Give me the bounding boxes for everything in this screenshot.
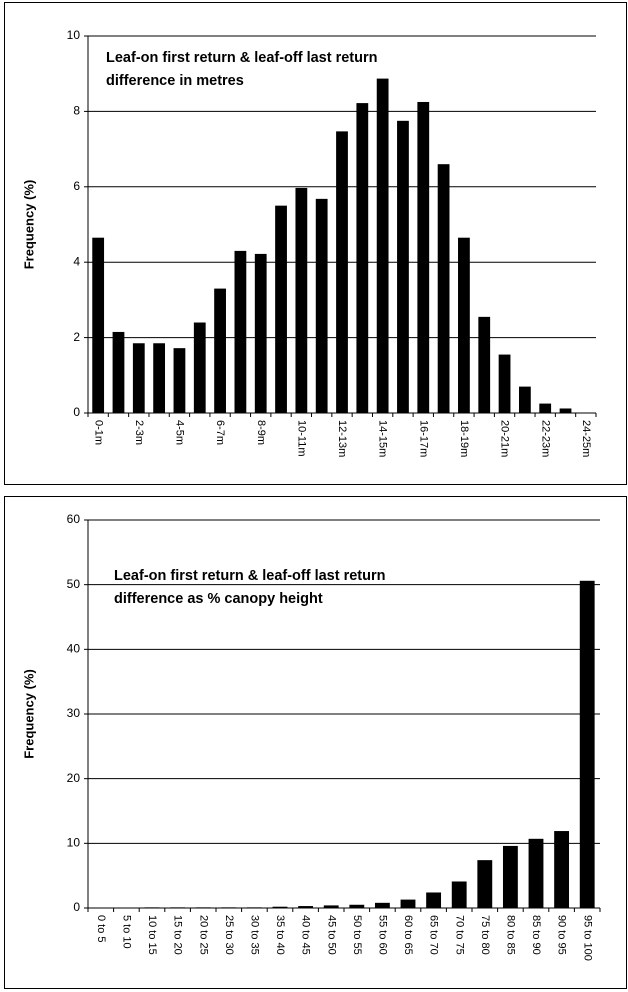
x-tick-label: 10-11m xyxy=(295,420,307,456)
bar xyxy=(112,331,125,413)
x-tick-label: 50 to 55 xyxy=(351,915,363,955)
bar xyxy=(272,906,288,908)
x-tick-label: 45 to 50 xyxy=(325,915,337,955)
bar xyxy=(193,322,206,413)
bar xyxy=(323,905,339,908)
bar xyxy=(349,904,365,908)
chart-frame xyxy=(4,496,627,989)
bar xyxy=(374,902,390,908)
x-tick-label: 75 to 80 xyxy=(479,915,491,955)
x-tick-label: 10 to 15 xyxy=(146,915,158,955)
x-tick-label: 90 to 95 xyxy=(556,915,568,955)
bar xyxy=(437,164,450,413)
x-tick-label: 20 to 25 xyxy=(197,915,209,955)
bar xyxy=(336,131,348,414)
bar xyxy=(356,103,369,413)
y-tick-label: 8 xyxy=(73,104,80,118)
bar xyxy=(502,845,518,908)
x-tick-label: 40 to 45 xyxy=(300,915,312,955)
bar xyxy=(221,907,237,908)
bar xyxy=(170,907,186,908)
bar xyxy=(554,831,570,908)
bar xyxy=(477,860,493,908)
bar xyxy=(528,838,544,908)
bar xyxy=(254,253,267,413)
x-tick-label: 8-9m xyxy=(255,420,267,445)
bar xyxy=(376,78,389,413)
y-tick-label: 20 xyxy=(67,771,81,785)
bar xyxy=(153,343,166,413)
x-tick-label: 14-15m xyxy=(377,420,389,457)
x-tick-label: 70 to 75 xyxy=(453,915,465,955)
y-tick-label: 50 xyxy=(67,577,81,591)
bar xyxy=(397,120,409,413)
x-tick-label: 85 to 90 xyxy=(530,915,542,955)
y-tick-label: 10 xyxy=(67,28,81,42)
y-tick-label: 0 xyxy=(73,900,80,914)
bar xyxy=(478,316,491,413)
bar xyxy=(214,288,226,413)
x-tick-label: 0 to 5 xyxy=(95,915,107,943)
bar xyxy=(458,237,470,413)
y-tick-label: 6 xyxy=(73,179,80,193)
chart-frame xyxy=(4,2,627,485)
bar xyxy=(295,187,308,413)
x-tick-label: 95 to 100 xyxy=(581,915,593,961)
bar xyxy=(234,250,247,413)
x-tick-label: 0-1m xyxy=(92,420,104,445)
x-tick-label: 16-17m xyxy=(417,420,429,457)
x-tick-label: 60 to 65 xyxy=(402,915,414,955)
x-tick-label: 55 to 60 xyxy=(376,915,388,955)
x-tick-label: 18-19m xyxy=(458,420,470,457)
bar xyxy=(132,343,145,413)
bar xyxy=(559,408,572,413)
y-axis-label: Frequency (%) xyxy=(21,180,36,270)
chart-title: Leaf-on first return & leaf-off last ret… xyxy=(106,50,378,66)
x-tick-label: 35 to 40 xyxy=(274,915,286,955)
x-tick-label: 65 to 70 xyxy=(428,915,440,955)
bar xyxy=(315,198,328,413)
bar xyxy=(579,580,595,908)
chart-title: difference in metres xyxy=(106,73,244,89)
bar xyxy=(426,892,442,908)
x-tick-label: 6-7m xyxy=(214,420,226,445)
bar xyxy=(518,386,531,413)
chart-title: difference as % canopy height xyxy=(114,591,323,607)
y-tick-label: 10 xyxy=(67,836,81,850)
x-tick-label: 2-3m xyxy=(133,420,145,445)
y-axis-label: Frequency (%) xyxy=(21,669,36,759)
bar xyxy=(144,907,160,908)
y-tick-label: 4 xyxy=(73,254,80,268)
bar xyxy=(246,907,262,908)
bar xyxy=(417,101,430,413)
x-tick-label: 4-5m xyxy=(174,420,186,445)
x-tick-label: 15 to 20 xyxy=(172,915,184,955)
x-tick-label: 24-25m xyxy=(580,420,592,457)
y-tick-label: 30 xyxy=(67,706,81,720)
y-tick-label: 2 xyxy=(73,330,80,344)
bar xyxy=(400,899,416,908)
x-tick-label: 25 to 30 xyxy=(223,915,235,955)
bar xyxy=(539,403,552,413)
x-tick-label: 20-21m xyxy=(499,420,511,457)
x-tick-label: 30 to 35 xyxy=(248,915,260,955)
y-tick-label: 40 xyxy=(67,642,81,656)
y-tick-label: 0 xyxy=(73,405,80,419)
y-tick-label: 60 xyxy=(67,512,81,526)
x-tick-label: 22-23m xyxy=(539,420,551,457)
bar xyxy=(298,906,314,908)
x-tick-label: 5 to 10 xyxy=(120,915,132,949)
bar xyxy=(195,907,211,908)
bar xyxy=(92,237,105,413)
chart-title: Leaf-on first return & leaf-off last ret… xyxy=(114,568,386,584)
x-tick-label: 80 to 85 xyxy=(504,915,516,955)
bar xyxy=(498,354,511,413)
bar xyxy=(173,348,186,413)
bar xyxy=(451,881,467,908)
x-tick-label: 12-13m xyxy=(336,420,348,457)
bar xyxy=(275,205,287,413)
